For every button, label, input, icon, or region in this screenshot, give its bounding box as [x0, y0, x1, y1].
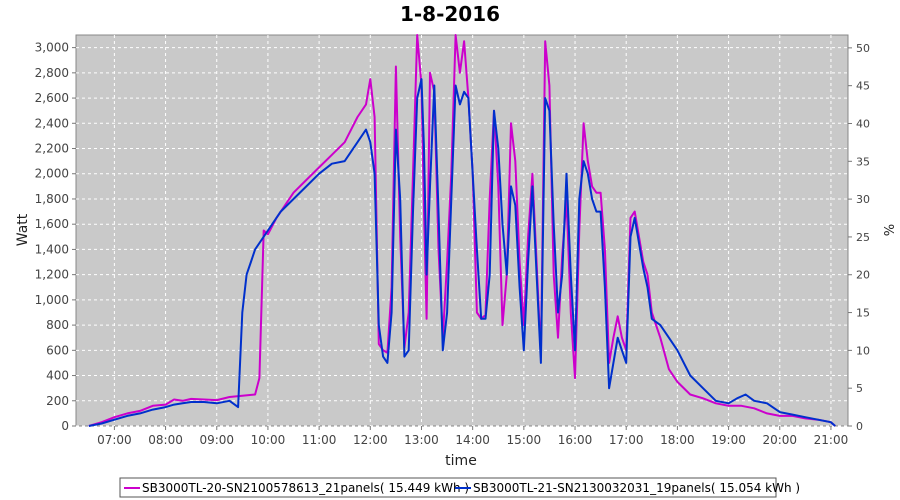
- x-tick-label: 10:00: [251, 433, 286, 447]
- y-tick-label: 1,400: [35, 242, 69, 256]
- y2-tick-label: 30: [856, 193, 870, 206]
- y-axis-label: Watt: [15, 213, 31, 246]
- legend: SB3000TL-20-SN2100578613_21panels( 15.44…: [119, 477, 800, 498]
- y2-tick-label: 45: [856, 80, 870, 93]
- y2-tick-label: 5: [856, 382, 863, 395]
- y-tick-label: 2,600: [35, 91, 69, 105]
- y2-tick-label: 10: [856, 344, 870, 357]
- x-axis: 07:00 08:00 09:00 10:00 11:00 12:00 13:00 14:00…: [97, 426, 848, 447]
- y-tick-label: 2,000: [35, 167, 69, 181]
- y-tick-label: 0: [61, 419, 69, 433]
- y-tick-label: 2,400: [35, 116, 69, 130]
- x-tick-label: 08:00: [148, 433, 183, 447]
- y2-tick-label: 20: [856, 269, 870, 282]
- y2-tick-label: 40: [856, 117, 870, 130]
- x-tick-label: 15:00: [507, 433, 542, 447]
- x-tick-label: 14:00: [455, 433, 490, 447]
- legend-label-2: SB3000TL-21-SN2130032031_19panels( 15.05…: [473, 481, 800, 495]
- y-tick-label: 2,200: [35, 142, 69, 156]
- y2-tick-label: 35: [856, 155, 870, 168]
- x-tick-label: 12:00: [353, 433, 388, 447]
- chart-title: 1-8-2016: [400, 2, 500, 26]
- y-tick-label: 3,000: [35, 41, 69, 55]
- y-tick-label: 1,800: [35, 192, 69, 206]
- y-tick-label: 2,800: [35, 66, 69, 80]
- x-tick-label: 13:00: [404, 433, 439, 447]
- legend-box: [119, 477, 777, 498]
- y2-tick-label: 50: [856, 42, 870, 55]
- y2-tick-label: 25: [856, 231, 870, 244]
- x-tick-label: 21:00: [814, 433, 849, 447]
- x-tick-label: 07:00: [97, 433, 132, 447]
- x-axis-label: time: [445, 453, 477, 469]
- x-tick-label: 19:00: [711, 433, 746, 447]
- x-tick-label: 18:00: [660, 433, 695, 447]
- y-tick-label: 400: [46, 369, 69, 383]
- x-tick-label: 11:00: [302, 433, 337, 447]
- legend-label-1: SB3000TL-20-SN2100578613_21panels( 15.44…: [142, 481, 469, 495]
- x-tick-label: 17:00: [609, 433, 644, 447]
- y-axis-left: 0 200 400 600 800 1,000 1,200 1,400 1,600 1,800 2,…: [35, 41, 76, 433]
- x-tick-label: 16:00: [558, 433, 593, 447]
- x-tick-label: 20:00: [762, 433, 797, 447]
- y2-axis-label: %: [880, 224, 895, 236]
- y-tick-label: 800: [46, 318, 69, 332]
- series-line-2: [88, 78, 836, 427]
- y-tick-label: 600: [46, 343, 69, 357]
- y-tick-label: 1,600: [35, 217, 69, 231]
- y-tick-label: 1,000: [35, 293, 69, 307]
- x-tick-label: 09:00: [199, 433, 234, 447]
- y2-tick-label: 15: [856, 307, 870, 320]
- y-tick-label: 200: [46, 394, 69, 408]
- y-tick-label: 1,200: [35, 268, 69, 282]
- series-lines: [88, 34, 836, 427]
- plot-background: [75, 34, 849, 427]
- y-axis-right: 0 5 10 15 20 25 30 35 40 45 50: [848, 42, 870, 433]
- y2-tick-label: 0: [856, 420, 863, 433]
